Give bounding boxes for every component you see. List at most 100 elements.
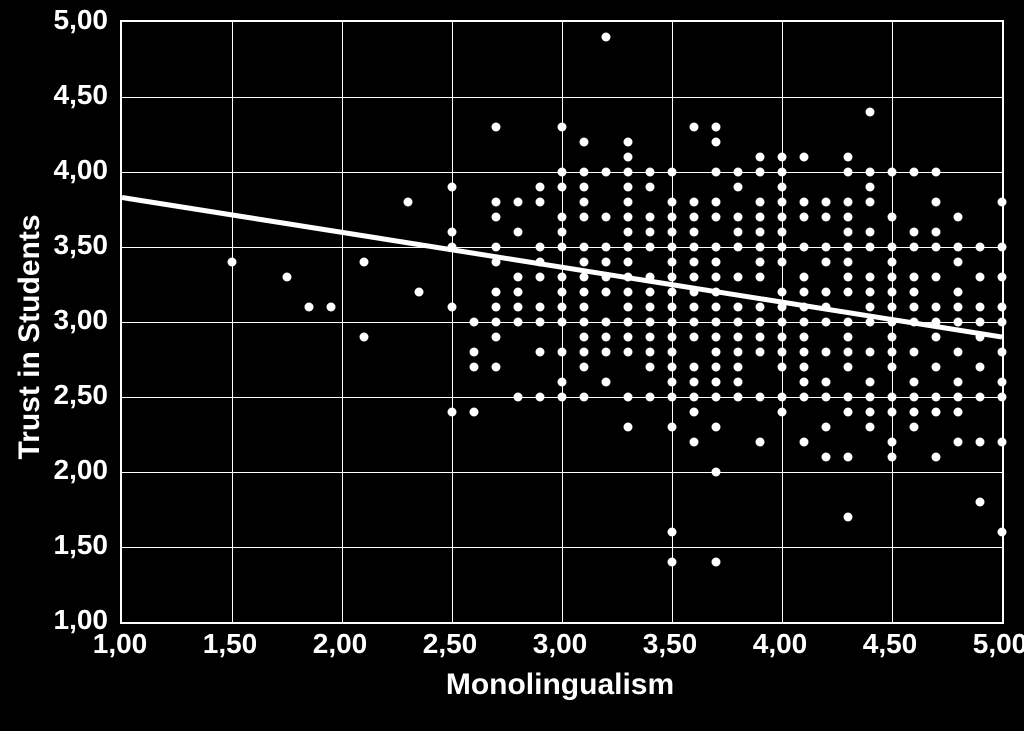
- data-point: [756, 348, 765, 357]
- data-point: [778, 288, 787, 297]
- data-point: [646, 303, 655, 312]
- data-point: [866, 318, 875, 327]
- data-point: [822, 303, 831, 312]
- data-point: [558, 168, 567, 177]
- data-point: [580, 273, 589, 282]
- data-point: [415, 288, 424, 297]
- data-point: [800, 213, 809, 222]
- data-point: [646, 393, 655, 402]
- data-point: [822, 423, 831, 432]
- data-point: [646, 228, 655, 237]
- data-point: [910, 303, 919, 312]
- data-point: [646, 333, 655, 342]
- data-point: [492, 288, 501, 297]
- data-point: [756, 153, 765, 162]
- data-point: [492, 333, 501, 342]
- data-point: [888, 303, 897, 312]
- data-point: [668, 558, 677, 567]
- data-point: [536, 183, 545, 192]
- data-point: [888, 258, 897, 267]
- plot-area: [120, 20, 1004, 624]
- data-point: [888, 348, 897, 357]
- data-point: [954, 378, 963, 387]
- data-point: [756, 273, 765, 282]
- data-point: [888, 168, 897, 177]
- data-point: [976, 363, 985, 372]
- data-point: [712, 468, 721, 477]
- data-point: [844, 348, 853, 357]
- data-point: [822, 318, 831, 327]
- data-point: [844, 318, 853, 327]
- data-point: [602, 288, 611, 297]
- data-point: [646, 243, 655, 252]
- data-point: [756, 333, 765, 342]
- data-point: [668, 303, 677, 312]
- data-point: [822, 243, 831, 252]
- gridline-horizontal: [122, 472, 1002, 473]
- data-point: [932, 453, 941, 462]
- data-point: [734, 243, 743, 252]
- x-tick-label: 3,50: [643, 628, 698, 660]
- data-point: [624, 273, 633, 282]
- data-point: [602, 318, 611, 327]
- data-point: [866, 378, 875, 387]
- data-point: [624, 138, 633, 147]
- data-point: [800, 288, 809, 297]
- data-point: [558, 288, 567, 297]
- data-point: [932, 333, 941, 342]
- data-point: [668, 288, 677, 297]
- data-point: [624, 318, 633, 327]
- data-point: [778, 168, 787, 177]
- data-point: [580, 258, 589, 267]
- data-point: [558, 273, 567, 282]
- data-point: [712, 258, 721, 267]
- data-point: [492, 258, 501, 267]
- data-point: [976, 243, 985, 252]
- data-point: [580, 288, 589, 297]
- y-tick-label: 3,00: [54, 304, 109, 336]
- data-point: [756, 318, 765, 327]
- data-point: [624, 198, 633, 207]
- data-point: [910, 378, 919, 387]
- data-point: [668, 258, 677, 267]
- data-point: [668, 228, 677, 237]
- data-point: [910, 393, 919, 402]
- data-point: [800, 393, 809, 402]
- data-point: [866, 423, 875, 432]
- data-point: [800, 438, 809, 447]
- data-point: [756, 303, 765, 312]
- data-point: [668, 198, 677, 207]
- data-point: [844, 243, 853, 252]
- data-point: [998, 348, 1007, 357]
- data-point: [712, 363, 721, 372]
- data-point: [558, 228, 567, 237]
- data-point: [492, 243, 501, 252]
- data-point: [910, 408, 919, 417]
- data-point: [690, 438, 699, 447]
- data-point: [624, 213, 633, 222]
- data-point: [690, 303, 699, 312]
- data-point: [514, 198, 523, 207]
- data-point: [580, 183, 589, 192]
- data-point: [866, 273, 875, 282]
- data-point: [778, 198, 787, 207]
- data-point: [690, 213, 699, 222]
- data-point: [624, 393, 633, 402]
- x-tick-label: 2,50: [423, 628, 478, 660]
- data-point: [536, 318, 545, 327]
- data-point: [932, 198, 941, 207]
- y-tick-label: 5,00: [54, 4, 109, 36]
- x-tick-label: 4,50: [863, 628, 918, 660]
- data-point: [558, 123, 567, 132]
- data-point: [756, 243, 765, 252]
- data-point: [778, 258, 787, 267]
- data-point: [492, 213, 501, 222]
- data-point: [866, 228, 875, 237]
- data-point: [492, 303, 501, 312]
- data-point: [734, 168, 743, 177]
- data-point: [800, 153, 809, 162]
- data-point: [822, 393, 831, 402]
- data-point: [712, 378, 721, 387]
- data-point: [668, 393, 677, 402]
- data-point: [536, 273, 545, 282]
